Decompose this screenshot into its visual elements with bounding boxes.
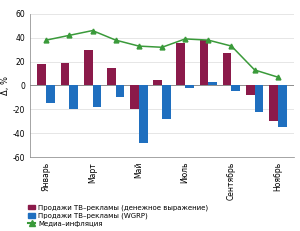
Bar: [232, 85, 240, 91]
Bar: [185, 85, 194, 88]
Bar: [223, 53, 232, 85]
Bar: [130, 85, 139, 109]
Bar: [153, 79, 162, 85]
Bar: [139, 85, 148, 143]
Bar: [92, 85, 101, 107]
Bar: [116, 85, 124, 97]
Bar: [200, 40, 208, 85]
Bar: [69, 85, 78, 109]
Bar: [255, 85, 263, 112]
Bar: [176, 43, 185, 85]
Y-axis label: Δ, %: Δ, %: [1, 76, 10, 95]
Bar: [208, 82, 217, 85]
Bar: [162, 85, 171, 119]
Bar: [46, 85, 55, 103]
Bar: [246, 85, 255, 95]
Bar: [38, 64, 46, 85]
Legend: Продажи ТВ–рекламы (денежное выражение), Продажи ТВ–рекламы (WGRP), Медиа–инфляц: Продажи ТВ–рекламы (денежное выражение),…: [28, 204, 209, 228]
Bar: [84, 50, 92, 85]
Bar: [61, 63, 69, 85]
Bar: [278, 85, 286, 127]
Bar: [269, 85, 278, 121]
Bar: [107, 68, 116, 85]
